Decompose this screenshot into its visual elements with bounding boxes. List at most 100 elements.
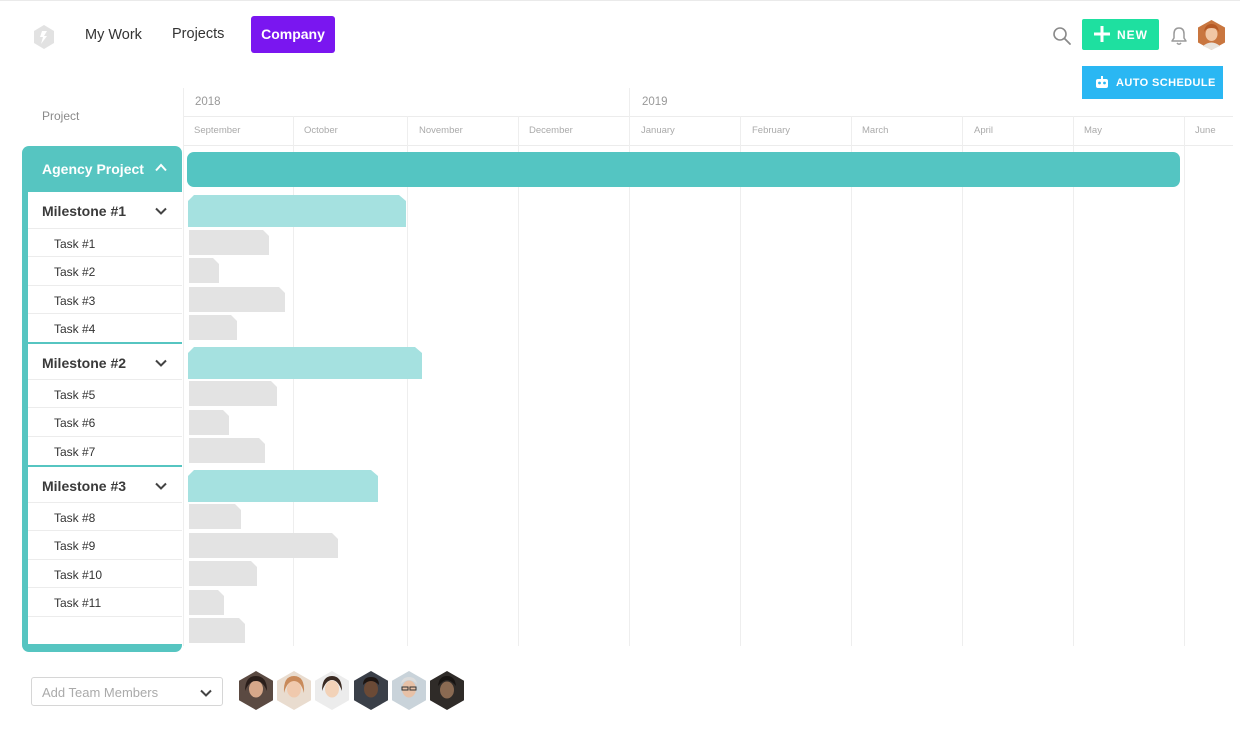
grid-line [293,116,294,646]
month-label: April [974,125,994,136]
milestone-separator [28,465,182,467]
row-divider [28,256,182,257]
header-line [183,116,1233,117]
task-gantt-bar[interactable] [189,315,237,340]
grid-line [629,116,630,646]
task-row[interactable]: Task #10 [28,560,182,588]
grid-line [518,116,519,646]
task-row[interactable]: Task #1 [28,229,182,257]
milestone-name: Milestone #2 [42,355,127,371]
nav-my-work[interactable]: My Work [85,27,142,43]
task-gantt-bar[interactable] [189,533,338,558]
team-member-avatar[interactable] [392,671,426,710]
header-divider [629,88,630,116]
task-name: Task #10 [54,568,103,582]
project-header-agency[interactable]: Agency Project [22,146,182,191]
task-row[interactable]: Task #9 [28,531,182,559]
milestone-gantt-bar[interactable] [188,347,423,379]
task-row[interactable]: Task #11 [28,588,182,616]
task-name: Task #6 [54,416,96,430]
task-row[interactable]: Task #6 [28,408,182,436]
month-label: March [862,125,889,136]
task-row[interactable]: Task #4 [28,314,182,342]
grid-line [851,116,852,646]
task-row[interactable]: Task #5 [28,380,182,408]
task-gantt-bar[interactable] [189,410,229,435]
row-divider [28,530,182,531]
task-name: Task #8 [54,511,96,525]
task-name: Task #4 [54,322,96,336]
milestone-name: Milestone #3 [42,478,127,494]
milestone-name: Milestone #1 [42,203,127,219]
header-line [183,145,1233,146]
nav-projects[interactable]: Projects [172,26,225,42]
row-divider [28,313,182,314]
project-name: Agency Project [42,161,144,177]
year-label: 2019 [642,96,668,108]
chevron-down-icon[interactable] [155,482,167,490]
task-gantt-bar[interactable] [189,590,224,615]
add-team-members-placeholder: Add Team Members [42,685,159,700]
task-name: Task #3 [54,294,96,308]
milestone-row[interactable]: Milestone #3 [28,467,182,503]
project-panel: Agency Project Milestone #1 Task #1 Task… [22,146,182,652]
team-member-avatar[interactable] [277,671,311,710]
team-member-avatar[interactable] [315,671,349,710]
team-member-avatar[interactable] [239,671,273,710]
task-gantt-bar[interactable] [189,258,219,283]
task-row[interactable]: Task #2 [28,257,182,285]
task-name: Task #11 [54,596,102,610]
grid-line [407,116,408,646]
task-name: Task #7 [54,445,96,459]
task-gantt-bar[interactable] [189,618,245,643]
task-name: Task #9 [54,539,96,553]
project-gantt-bar[interactable] [187,152,1180,187]
milestone-separator [28,342,182,344]
bell-icon[interactable] [1170,26,1188,46]
milestone-gantt-bar[interactable] [188,470,379,502]
task-gantt-bar[interactable] [189,381,277,406]
row-divider [28,559,182,560]
month-label: June [1195,125,1216,136]
team-member-avatar[interactable] [354,671,388,710]
search-icon[interactable] [1052,26,1072,46]
milestone-gantt-bar[interactable] [188,195,407,227]
chevron-up-icon[interactable] [155,163,167,172]
task-gantt-bar[interactable] [189,504,241,529]
row-divider [28,379,182,380]
robot-icon [1096,76,1108,88]
task-row[interactable]: Task #3 [28,286,182,314]
milestone-row[interactable]: Milestone #1 [28,192,182,228]
project-tree: Milestone #1 Task #1 Task #2 Task #3 Tas… [28,192,182,644]
task-name: Task #5 [54,388,96,402]
row-divider [28,502,182,503]
chevron-down-icon[interactable] [155,207,167,215]
month-label: January [641,125,675,136]
task-name: Task #2 [54,265,96,279]
add-team-members-select[interactable]: Add Team Members [31,677,223,706]
app-logo-icon[interactable] [33,25,55,49]
team-member-avatar[interactable] [430,671,464,710]
grid-line [740,116,741,646]
month-label: February [752,125,791,136]
year-label: 2018 [195,96,221,108]
milestone-row[interactable]: Milestone #2 [28,344,182,380]
chevron-down-icon[interactable] [155,359,167,367]
header-divider [183,88,184,116]
auto-schedule-label: AUTO SCHEDULE [1116,77,1216,89]
task-gantt-bar[interactable] [189,438,265,463]
new-button[interactable]: NEW [1082,19,1159,50]
grid-line [962,116,963,646]
row-divider [28,407,182,408]
task-gantt-bar[interactable] [189,561,257,586]
task-row[interactable]: Task #8 [28,503,182,531]
plus-icon [1094,26,1110,42]
nav-company[interactable]: Company [251,16,335,53]
new-button-label: NEW [1117,28,1148,42]
task-gantt-bar[interactable] [189,230,269,255]
task-gantt-bar[interactable] [189,287,285,312]
user-avatar[interactable] [1198,20,1225,50]
auto-schedule-button[interactable]: AUTO SCHEDULE [1082,66,1223,99]
task-row[interactable]: Task #7 [28,437,182,465]
grid-line [1073,116,1074,646]
